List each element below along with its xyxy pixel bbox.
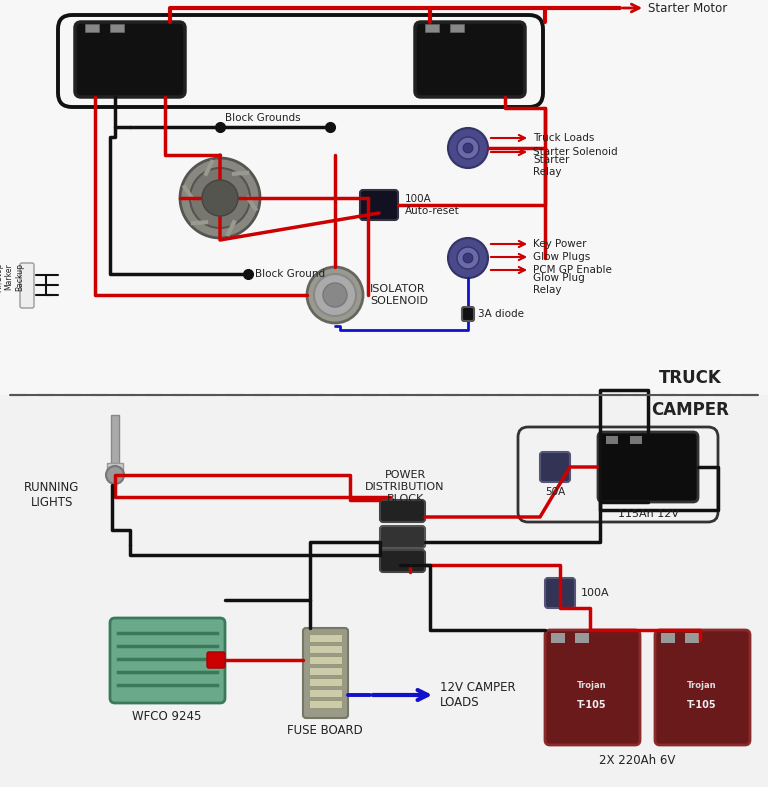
Text: 50A: 50A <box>545 487 565 497</box>
Bar <box>606 436 618 444</box>
Bar <box>107 463 123 473</box>
Text: Glow Plugs: Glow Plugs <box>533 252 591 262</box>
Text: LT/Stop
RT/Stop
Marker
Backup: LT/Stop RT/Stop Marker Backup <box>0 263 24 293</box>
FancyBboxPatch shape <box>380 526 425 548</box>
Bar <box>309 689 342 697</box>
Text: Truck Loads: Truck Loads <box>533 133 594 143</box>
Text: 2X 220Ah 6V: 2X 220Ah 6V <box>599 753 675 767</box>
Text: T-105: T-105 <box>578 700 607 710</box>
FancyBboxPatch shape <box>540 452 570 482</box>
FancyBboxPatch shape <box>75 22 185 97</box>
Circle shape <box>323 283 347 307</box>
Bar <box>110 24 124 32</box>
Text: POWER
DISTRIBUTION
BLOCK: POWER DISTRIBUTION BLOCK <box>366 471 445 504</box>
Circle shape <box>106 466 124 484</box>
Circle shape <box>463 253 473 263</box>
FancyBboxPatch shape <box>207 652 225 668</box>
Text: T-105: T-105 <box>687 700 717 710</box>
Text: Key Power: Key Power <box>533 239 587 249</box>
Text: ISOLATOR
SOLENOID: ISOLATOR SOLENOID <box>370 284 428 306</box>
Text: FUSE BOARD: FUSE BOARD <box>287 725 362 737</box>
Bar <box>575 633 589 643</box>
Text: RUNNING
LIGHTS: RUNNING LIGHTS <box>25 481 80 509</box>
Text: Trojan: Trojan <box>578 681 607 689</box>
Text: 3A diode: 3A diode <box>478 309 524 319</box>
Text: CAMPER: CAMPER <box>651 401 729 419</box>
FancyBboxPatch shape <box>545 630 640 745</box>
Circle shape <box>457 137 479 159</box>
Bar <box>0 395 768 787</box>
FancyBboxPatch shape <box>360 190 398 220</box>
Text: Glow Plug
Relay: Glow Plug Relay <box>533 273 584 295</box>
Bar <box>111 415 119 470</box>
Circle shape <box>307 267 363 323</box>
Text: Starter Solenoid: Starter Solenoid <box>533 147 617 157</box>
FancyBboxPatch shape <box>655 630 750 745</box>
FancyBboxPatch shape <box>545 578 575 608</box>
Text: Block Ground: Block Ground <box>255 269 325 279</box>
Bar <box>85 24 99 32</box>
FancyBboxPatch shape <box>415 22 525 97</box>
Circle shape <box>463 143 473 153</box>
Text: PCM GP Enable: PCM GP Enable <box>533 265 612 275</box>
Circle shape <box>448 128 488 168</box>
Circle shape <box>202 180 238 216</box>
Circle shape <box>457 247 479 269</box>
Circle shape <box>448 238 488 278</box>
Text: 100A
Auto-reset: 100A Auto-reset <box>405 194 460 216</box>
Bar <box>661 633 675 643</box>
Bar <box>450 24 464 32</box>
Text: 100A: 100A <box>581 588 610 598</box>
Text: 12V CAMPER
LOADS: 12V CAMPER LOADS <box>440 681 515 709</box>
Bar <box>630 436 642 444</box>
Bar <box>425 24 439 32</box>
Circle shape <box>314 274 356 316</box>
Text: Starter
Relay: Starter Relay <box>533 155 569 177</box>
FancyBboxPatch shape <box>380 500 425 522</box>
Bar <box>309 667 342 675</box>
Bar <box>309 645 342 653</box>
FancyBboxPatch shape <box>20 263 34 308</box>
FancyBboxPatch shape <box>462 307 474 321</box>
Bar <box>309 656 342 664</box>
Bar <box>309 678 342 686</box>
Bar <box>309 634 342 642</box>
Text: Starter Motor: Starter Motor <box>648 2 727 14</box>
Text: WFCO 9245: WFCO 9245 <box>132 710 202 722</box>
Text: TRUCK: TRUCK <box>659 369 721 387</box>
FancyBboxPatch shape <box>380 550 425 572</box>
Bar <box>0 0 768 395</box>
Bar <box>685 633 699 643</box>
Text: Block Grounds: Block Grounds <box>225 113 300 123</box>
Text: Trojan: Trojan <box>687 681 717 689</box>
FancyBboxPatch shape <box>110 618 225 703</box>
Bar <box>551 633 565 643</box>
Circle shape <box>190 168 250 228</box>
FancyBboxPatch shape <box>303 628 348 718</box>
Circle shape <box>180 158 260 238</box>
Bar <box>309 700 342 708</box>
Text: 115Ah 12V: 115Ah 12V <box>617 509 678 519</box>
FancyBboxPatch shape <box>598 432 698 502</box>
